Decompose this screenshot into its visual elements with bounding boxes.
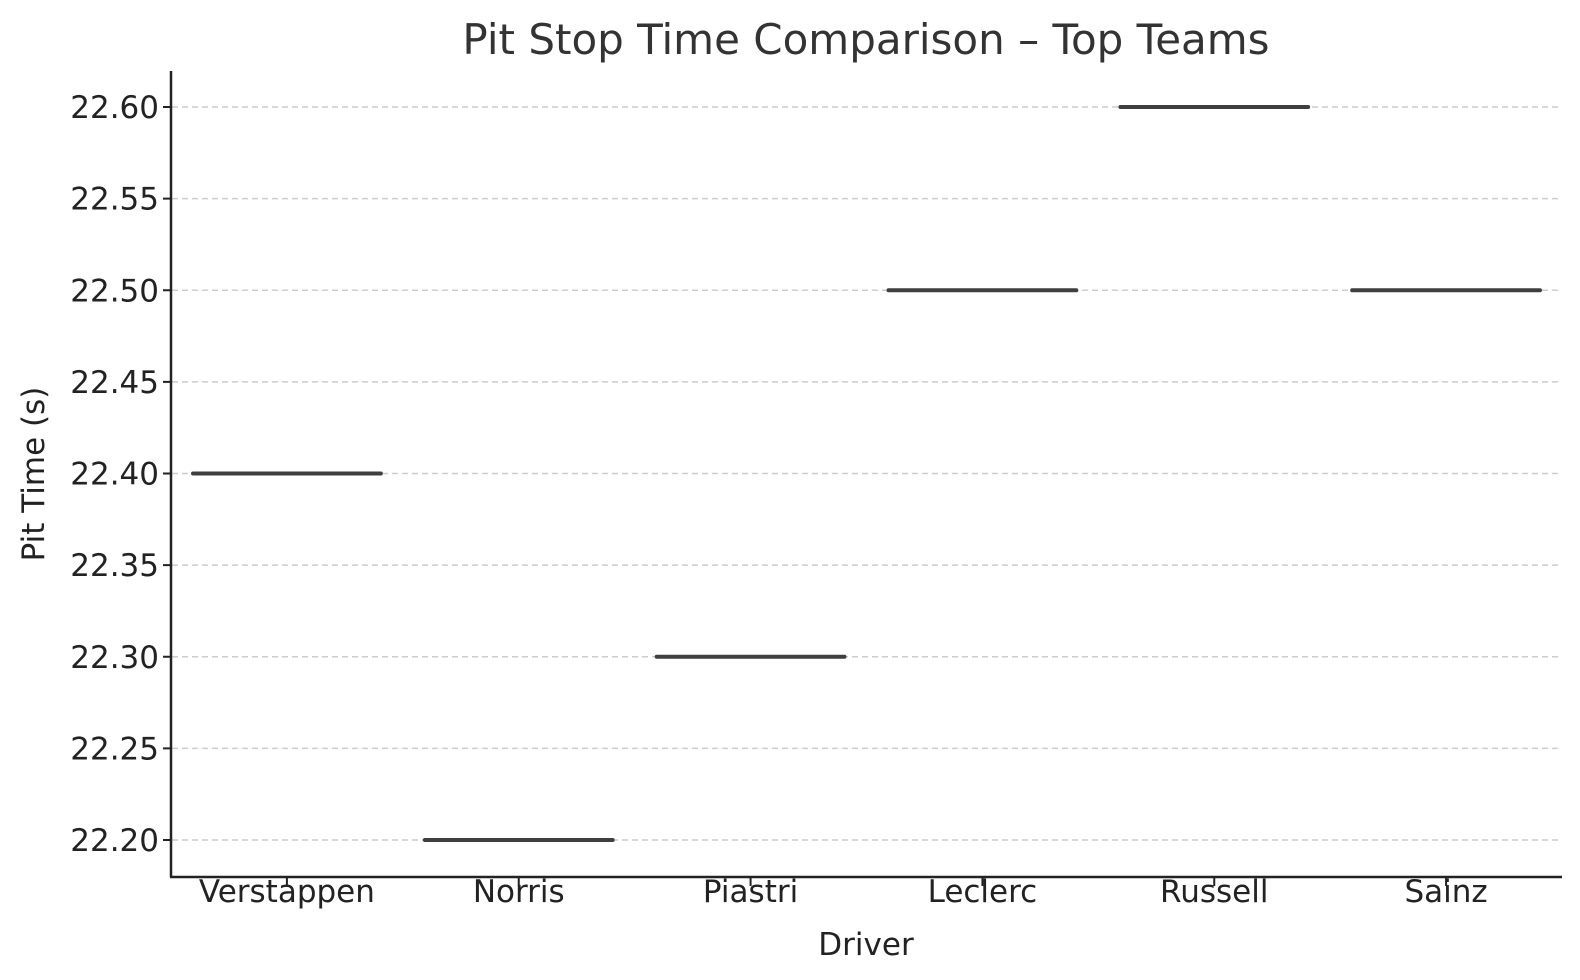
x-tick-label: Leclerc	[928, 874, 1038, 910]
y-tick-label: 22.35	[70, 548, 159, 584]
chart-title: Pit Stop Time Comparison – Top Teams	[462, 15, 1269, 64]
x-tick-label: Verstappen	[199, 874, 375, 910]
x-tick-label: Piastri	[703, 874, 798, 910]
y-tick-label: 22.25	[70, 731, 159, 767]
x-tick-label: Russell	[1160, 874, 1268, 910]
y-tick-label: 22.60	[70, 90, 159, 126]
x-tick-label: Sainz	[1404, 874, 1487, 910]
x-axis-label: Driver	[818, 927, 914, 963]
y-tick-label: 22.45	[70, 365, 159, 401]
box-medians	[191, 105, 1542, 842]
x-ticks: Verstappen Norris Piastri Leclerc Russell Sai…	[199, 874, 1488, 910]
y-ticks: 22.20 22.25 22.30 22.35 22.40 22.45 22.50 22.55…	[70, 90, 171, 859]
y-tick-label: 22.55	[70, 182, 159, 218]
y-tick-label: 22.50	[70, 273, 159, 309]
grid-lines	[172, 106, 1562, 841]
y-tick-label: 22.20	[70, 823, 159, 859]
y-axis-label: Pit Time (s)	[16, 387, 52, 562]
y-tick-label: 22.40	[70, 457, 159, 493]
y-tick-label: 22.30	[70, 640, 159, 676]
x-tick-label: Norris	[473, 874, 565, 910]
